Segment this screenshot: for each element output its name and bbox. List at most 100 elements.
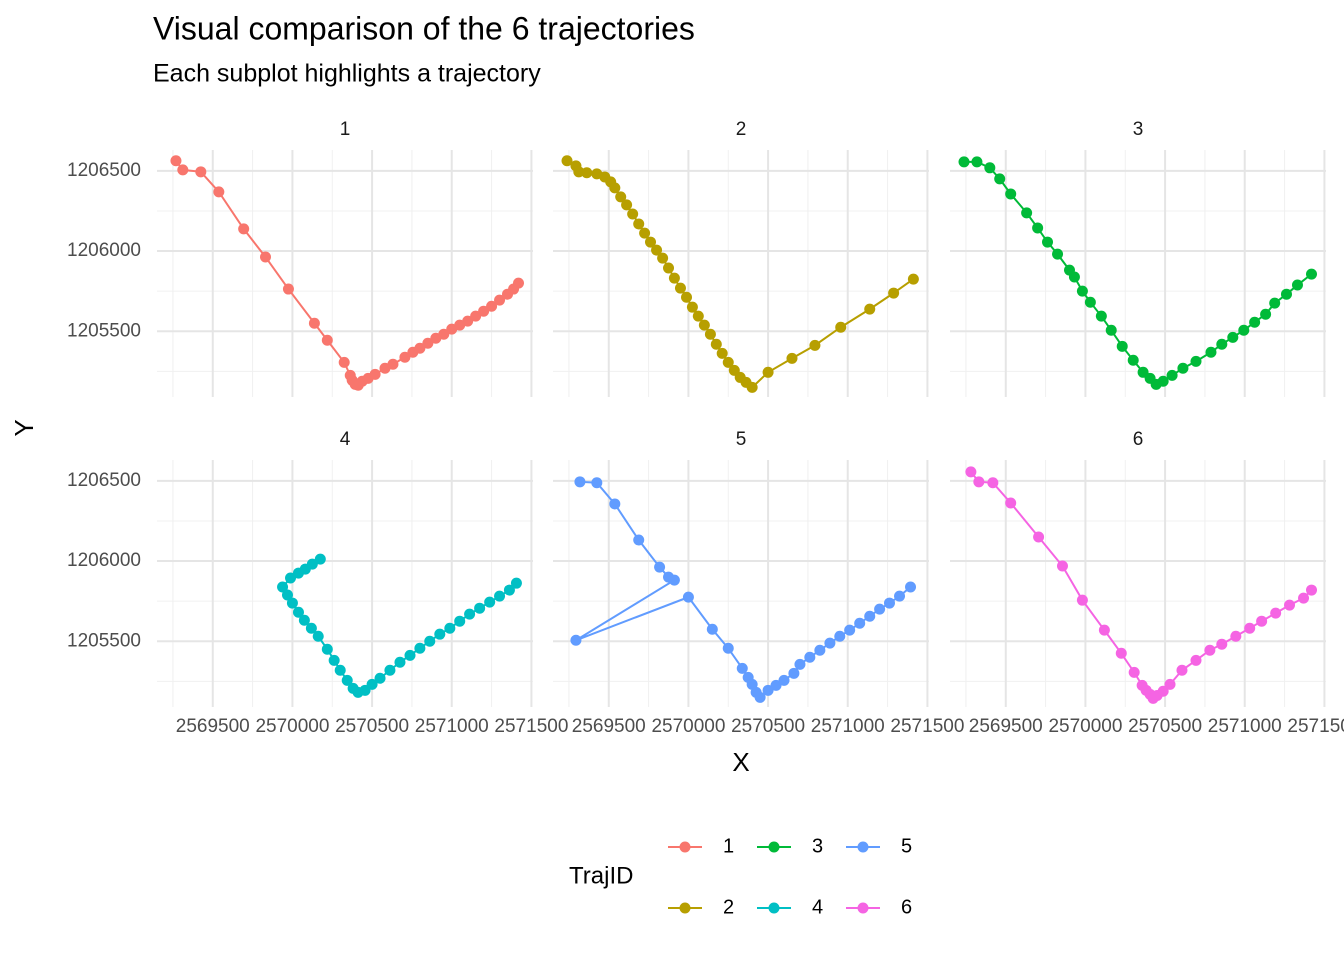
trajectory-point [1115, 647, 1127, 659]
trajectory-point [651, 244, 663, 256]
trajectory-point [374, 672, 386, 684]
x-tick-label: 2569500 [176, 716, 250, 737]
trajectory-point [1076, 594, 1088, 606]
legend-item: 4 [757, 896, 823, 918]
trajectory-point [1176, 664, 1188, 676]
trajectory-point [1005, 188, 1017, 200]
trajectory-point [778, 674, 790, 686]
trajectory-point [958, 156, 970, 168]
trajectory-point [1084, 296, 1096, 308]
x-tick-label: 2569500 [572, 716, 646, 737]
trajectory-point [387, 358, 399, 370]
trajectory-point [414, 642, 426, 654]
trajectory-point [424, 635, 436, 647]
trajectory-point [177, 164, 189, 176]
trajectory-point [844, 624, 856, 636]
legend-item: 3 [757, 835, 823, 857]
trajectory-point [1032, 222, 1044, 234]
trajectory-point [341, 674, 353, 686]
trajectory-point [1244, 622, 1256, 634]
trajectory-point [1105, 324, 1117, 336]
trajectory-point [1306, 584, 1318, 596]
legend-key-point [857, 902, 869, 914]
trajectory-point [494, 590, 506, 602]
legend-item: 1 [668, 835, 734, 857]
trajectory-point [1095, 310, 1107, 322]
trajectory-point [404, 649, 416, 661]
trajectory-point [722, 642, 734, 654]
trajectory-point [394, 656, 406, 668]
trajectory-point [835, 321, 847, 333]
legend-label: 2 [723, 896, 734, 918]
trajectory-point [213, 186, 225, 198]
trajectory-point [1005, 497, 1017, 509]
trajectory-point [657, 252, 669, 264]
trajectory-point [366, 678, 378, 690]
trajectory-point [854, 617, 866, 629]
trajectory-point [384, 664, 396, 676]
legend-item: 5 [846, 835, 912, 857]
y-axis-title: Y [9, 419, 39, 436]
y-tick-label: 1206000 [67, 240, 141, 261]
trajectory-point [834, 630, 846, 642]
x-tick-label: 2569500 [969, 716, 1043, 737]
y-tick-label: 1205500 [67, 320, 141, 341]
trajectory-line [964, 160, 1313, 386]
trajectory-point [1238, 324, 1250, 336]
trajectory-point [971, 156, 983, 168]
trajectory-point [1256, 615, 1268, 627]
trajectory-point [573, 166, 585, 178]
trajectory-point [639, 227, 651, 239]
trajectory-point [1021, 207, 1033, 219]
trajectory-point [804, 651, 816, 663]
trajectory-point [965, 466, 977, 478]
trajectory-point [809, 339, 821, 351]
legend-key-point [768, 902, 780, 914]
trajectory-point [1033, 531, 1045, 543]
trajectory-point [591, 477, 603, 489]
trajectory-point [609, 182, 621, 194]
x-tick-label: 2571000 [811, 716, 885, 737]
trajectory-point [770, 679, 782, 691]
trajectory-point [786, 352, 798, 364]
trajectory-point [736, 662, 748, 674]
trajectory-point [282, 283, 294, 295]
x-tick-label: 2570000 [651, 716, 725, 737]
legend-label: 4 [812, 896, 823, 918]
trajectory-point [1249, 316, 1261, 328]
trajectory-point [1056, 560, 1068, 572]
trajectory-point [570, 634, 582, 646]
trajectory-point [470, 310, 482, 322]
legend-title: TrajID [569, 862, 633, 889]
trajectory-point [615, 191, 627, 203]
trajectory-point [794, 658, 806, 670]
trajectory-point [1157, 685, 1169, 697]
trajectory-point [710, 338, 722, 350]
trajectory-point [633, 218, 645, 230]
y-tick-label: 1206000 [67, 550, 141, 571]
trajectory-point [1260, 308, 1272, 320]
trajectory-point [722, 356, 734, 368]
trajectory-point [321, 334, 333, 346]
trajectory-point [1270, 607, 1282, 619]
trajectory-point [484, 596, 496, 608]
x-tick-label: 2571500 [890, 716, 964, 737]
trajectory-point [286, 597, 298, 609]
x-tick-label: 2570000 [1048, 716, 1122, 737]
trajectory-point [894, 590, 906, 602]
trajectory-point [814, 644, 826, 656]
trajectory-point [681, 291, 693, 303]
trajectory-point [1177, 362, 1189, 374]
trajectory-point [281, 589, 293, 601]
trajectory-point [692, 310, 704, 322]
trajectory-point [698, 319, 710, 331]
trajectory-point [994, 173, 1006, 185]
trajectory-point [888, 287, 900, 299]
legend-label: 5 [901, 835, 912, 857]
trajectory-point [1116, 340, 1128, 352]
trajectory-point [824, 637, 836, 649]
trajectory-point [1190, 355, 1202, 367]
trajectory-point [1157, 375, 1169, 387]
trajectory-point [1164, 678, 1176, 690]
trajectory-point [674, 282, 686, 294]
